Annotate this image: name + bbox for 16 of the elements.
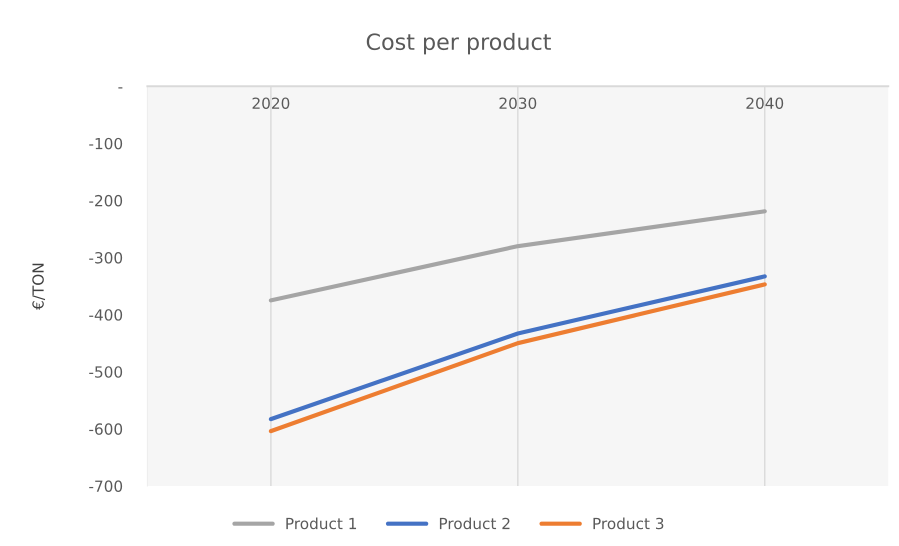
legend-label: Product 3 [593, 517, 664, 530]
y-axis-title: €/TON [32, 264, 46, 310]
y-tick-label: -200 [89, 194, 122, 206]
legend-label: Product 2 [440, 517, 510, 530]
y-tick-label: -700 [89, 480, 122, 492]
y-tick-label: - [118, 87, 122, 88]
y-tick-label: -100 [89, 138, 122, 150]
y-tick-label: -400 [89, 309, 122, 321]
y-tick-label: -300 [89, 252, 122, 264]
x-tick-label: 2040 [746, 97, 784, 109]
x-tick-label: 2020 [252, 97, 290, 109]
y-tick-label: -500 [89, 366, 122, 378]
chart-title: Cost per product [366, 32, 551, 54]
legend-label: Product 1 [286, 517, 356, 530]
y-tick-label: -600 [89, 423, 122, 435]
x-tick-label: 2030 [500, 97, 536, 109]
